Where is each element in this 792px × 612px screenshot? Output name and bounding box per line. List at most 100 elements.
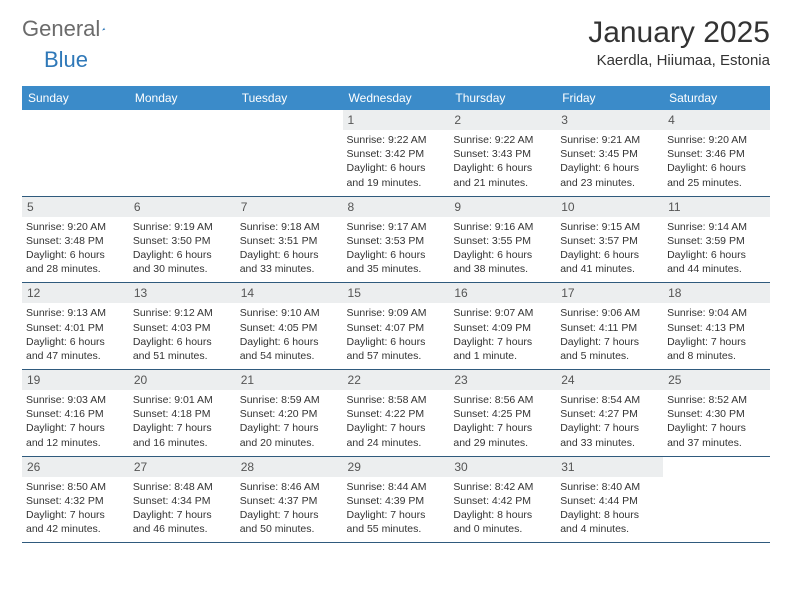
day-info: Sunrise: 9:06 AMSunset: 4:11 PMDaylight:… [560, 306, 659, 363]
day-number: 17 [556, 283, 663, 303]
day-number: 24 [556, 370, 663, 390]
day-info-line: and 37 minutes. [667, 436, 766, 450]
day-number: 18 [663, 283, 770, 303]
day-info: Sunrise: 8:48 AMSunset: 4:34 PMDaylight:… [133, 480, 232, 537]
day-info-line: and 5 minutes. [560, 349, 659, 363]
day-info: Sunrise: 9:10 AMSunset: 4:05 PMDaylight:… [240, 306, 339, 363]
day-info-line: Daylight: 6 hours [133, 248, 232, 262]
calendar-body: 1 Sunrise: 9:22 AMSunset: 3:42 PMDaylight… [22, 110, 770, 543]
day-info-line: Daylight: 8 hours [453, 508, 552, 522]
day-info-line: Sunset: 4:16 PM [26, 407, 125, 421]
day-info-line: Sunrise: 9:19 AM [133, 220, 232, 234]
day-number: 26 [22, 457, 129, 477]
day-info-line: Sunset: 3:50 PM [133, 234, 232, 248]
calendar-day-cell [236, 110, 343, 196]
day-info-line: and 33 minutes. [560, 436, 659, 450]
day-info-line: Sunset: 4:09 PM [453, 321, 552, 335]
day-number: 9 [449, 197, 556, 217]
day-info: Sunrise: 8:42 AMSunset: 4:42 PMDaylight:… [453, 480, 552, 537]
day-info-line: Daylight: 6 hours [347, 335, 446, 349]
day-info-line: and 8 minutes. [667, 349, 766, 363]
day-info-line: Daylight: 7 hours [453, 335, 552, 349]
day-info-line: Sunset: 3:55 PM [453, 234, 552, 248]
calendar-week-row: 1 Sunrise: 9:22 AMSunset: 3:42 PMDaylight… [22, 110, 770, 196]
day-info-line: Daylight: 8 hours [560, 508, 659, 522]
day-info-line: Sunset: 3:48 PM [26, 234, 125, 248]
day-info-line: Daylight: 6 hours [133, 335, 232, 349]
day-info-line: Daylight: 7 hours [240, 508, 339, 522]
day-info: Sunrise: 8:59 AMSunset: 4:20 PMDaylight:… [240, 393, 339, 450]
day-info-line: and 44 minutes. [667, 262, 766, 276]
day-info-line: and 57 minutes. [347, 349, 446, 363]
day-info-line: Sunset: 3:43 PM [453, 147, 552, 161]
day-info-line: Sunset: 3:45 PM [560, 147, 659, 161]
day-info-line: Sunrise: 8:59 AM [240, 393, 339, 407]
day-info-line: and 50 minutes. [240, 522, 339, 536]
day-info-line: Sunrise: 9:15 AM [560, 220, 659, 234]
calendar-day-cell: 12Sunrise: 9:13 AMSunset: 4:01 PMDayligh… [22, 283, 129, 370]
day-info: Sunrise: 9:07 AMSunset: 4:09 PMDaylight:… [453, 306, 552, 363]
day-info-line: Daylight: 7 hours [667, 421, 766, 435]
day-info-line: Sunrise: 9:13 AM [26, 306, 125, 320]
day-number: 29 [343, 457, 450, 477]
calendar-table: SundayMondayTuesdayWednesdayThursdayFrid… [22, 86, 770, 543]
day-info-line: Sunrise: 9:12 AM [133, 306, 232, 320]
day-info-line: Daylight: 7 hours [347, 508, 446, 522]
calendar-day-cell: 3Sunrise: 9:21 AMSunset: 3:45 PMDaylight… [556, 110, 663, 196]
day-info-line: Sunset: 4:27 PM [560, 407, 659, 421]
day-info-line: Sunset: 3:42 PM [347, 147, 446, 161]
calendar-header-row: SundayMondayTuesdayWednesdayThursdayFrid… [22, 86, 770, 110]
day-number: 1 [343, 110, 450, 130]
calendar-day-cell: 20Sunrise: 9:01 AMSunset: 4:18 PMDayligh… [129, 370, 236, 457]
calendar-day-cell: 28Sunrise: 8:46 AMSunset: 4:37 PMDayligh… [236, 456, 343, 543]
weekday-header: Friday [556, 86, 663, 110]
weekday-header: Wednesday [343, 86, 450, 110]
day-info-line: Sunset: 4:03 PM [133, 321, 232, 335]
day-info-line: Sunrise: 8:50 AM [26, 480, 125, 494]
day-info-line: Daylight: 7 hours [560, 335, 659, 349]
calendar-day-cell: 8Sunrise: 9:17 AMSunset: 3:53 PMDaylight… [343, 196, 450, 283]
weekday-header: Saturday [663, 86, 770, 110]
calendar-page: General January 2025 Kaerdla, Hiiumaa, E… [0, 0, 792, 543]
day-info-line: Sunset: 4:25 PM [453, 407, 552, 421]
calendar-day-cell: 1 Sunrise: 9:22 AMSunset: 3:42 PMDaylight… [343, 110, 450, 196]
day-info-line: Daylight: 6 hours [347, 248, 446, 262]
day-info-line: Sunrise: 9:16 AM [453, 220, 552, 234]
day-info-line: Sunset: 4:20 PM [240, 407, 339, 421]
day-number: 10 [556, 197, 663, 217]
day-number: 21 [236, 370, 343, 390]
day-info-line: Daylight: 7 hours [26, 508, 125, 522]
calendar-week-row: 12Sunrise: 9:13 AMSunset: 4:01 PMDayligh… [22, 283, 770, 370]
day-info-line: Sunrise: 8:52 AM [667, 393, 766, 407]
day-number: 25 [663, 370, 770, 390]
brand-logo: General [22, 18, 124, 40]
day-info: Sunrise: 9:18 AMSunset: 3:51 PMDaylight:… [240, 220, 339, 277]
calendar-day-cell: 7Sunrise: 9:18 AMSunset: 3:51 PMDaylight… [236, 196, 343, 283]
day-info: Sunrise: 9:19 AMSunset: 3:50 PMDaylight:… [133, 220, 232, 277]
day-info-line: and 47 minutes. [26, 349, 125, 363]
day-info: Sunrise: 8:54 AMSunset: 4:27 PMDaylight:… [560, 393, 659, 450]
day-info: Sunrise: 8:46 AMSunset: 4:37 PMDaylight:… [240, 480, 339, 537]
day-info-line: Sunrise: 8:44 AM [347, 480, 446, 494]
calendar-day-cell: 15Sunrise: 9:09 AMSunset: 4:07 PMDayligh… [343, 283, 450, 370]
day-number: 11 [663, 197, 770, 217]
day-info-line: Daylight: 6 hours [26, 335, 125, 349]
day-info: Sunrise: 9:15 AMSunset: 3:57 PMDaylight:… [560, 220, 659, 277]
calendar-day-cell: 4Sunrise: 9:20 AMSunset: 3:46 PMDaylight… [663, 110, 770, 196]
day-info-line: Daylight: 6 hours [667, 248, 766, 262]
day-info: Sunrise: 9:12 AMSunset: 4:03 PMDaylight:… [133, 306, 232, 363]
day-info: Sunrise: 9:03 AMSunset: 4:16 PMDaylight:… [26, 393, 125, 450]
day-info: Sunrise: 8:52 AMSunset: 4:30 PMDaylight:… [667, 393, 766, 450]
day-info-line: Daylight: 6 hours [667, 161, 766, 175]
day-info: Sunrise: 9:22 AMSunset: 3:42 PMDaylight:… [347, 133, 446, 190]
day-info-line: Sunset: 4:01 PM [26, 321, 125, 335]
day-info-line: Sunrise: 9:20 AM [667, 133, 766, 147]
day-info-line: and 42 minutes. [26, 522, 125, 536]
weekday-header: Tuesday [236, 86, 343, 110]
day-info-line: Daylight: 7 hours [133, 421, 232, 435]
calendar-day-cell: 13Sunrise: 9:12 AMSunset: 4:03 PMDayligh… [129, 283, 236, 370]
calendar-day-cell: 18Sunrise: 9:04 AMSunset: 4:13 PMDayligh… [663, 283, 770, 370]
day-info-line: and 46 minutes. [133, 522, 232, 536]
day-info-line: Sunset: 4:07 PM [347, 321, 446, 335]
day-info-line: Sunrise: 8:56 AM [453, 393, 552, 407]
